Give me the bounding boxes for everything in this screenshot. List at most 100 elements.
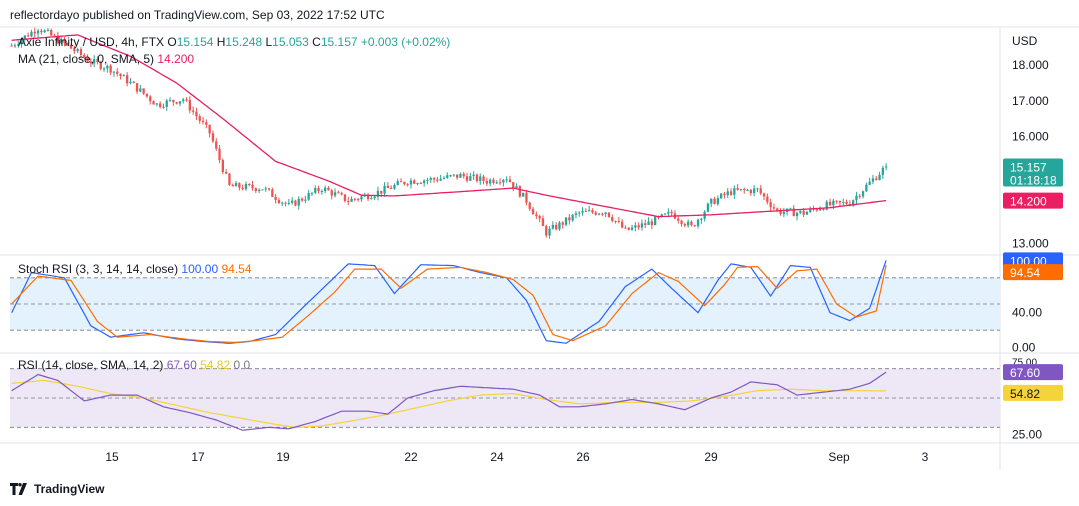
candle	[215, 138, 218, 151]
candle-body	[690, 221, 693, 226]
candle	[792, 205, 795, 217]
candle-body	[630, 227, 634, 230]
candle-body	[587, 210, 591, 212]
rsi-legend-label: RSI (14, close, SMA, 14, 2)	[18, 358, 167, 372]
candle-body	[89, 61, 93, 64]
candle-body	[716, 198, 720, 204]
candle	[162, 103, 165, 109]
candle-body	[281, 202, 284, 204]
candle	[261, 189, 264, 191]
candle	[310, 192, 314, 196]
candle-body	[571, 214, 574, 221]
rsi-ma-badge-bg	[1003, 384, 1063, 401]
candle	[422, 179, 426, 187]
candle	[234, 180, 238, 187]
candle	[726, 187, 729, 199]
candle-body	[155, 103, 159, 105]
candle-body	[818, 209, 822, 211]
candle-body	[568, 217, 571, 221]
rsi-tick: 75.00	[1012, 357, 1037, 368]
candle	[551, 221, 555, 230]
candle-body	[686, 221, 690, 226]
candle-body	[403, 182, 406, 185]
candle-body	[584, 210, 588, 212]
candle-body	[10, 45, 13, 47]
candle	[485, 177, 489, 187]
candle-body	[168, 100, 172, 102]
candle	[881, 165, 885, 179]
stoch-k-value: 100.00	[181, 262, 221, 276]
candle	[838, 200, 842, 207]
candle-body	[677, 218, 680, 221]
candle-body	[634, 225, 637, 228]
candle-body	[13, 45, 17, 47]
candle-body	[178, 101, 182, 104]
candle-body	[122, 75, 126, 77]
candle-body	[254, 188, 258, 191]
footer-brand[interactable]: TradingView	[10, 482, 104, 496]
candle-body	[320, 191, 324, 193]
candle-body	[531, 208, 535, 215]
candle-body	[373, 196, 376, 199]
candle-body	[508, 179, 512, 183]
candle	[116, 67, 119, 77]
candle-body	[432, 178, 436, 180]
candle	[307, 189, 310, 201]
candle-body	[274, 196, 277, 200]
time-tick: 19	[276, 450, 290, 464]
candle	[102, 66, 106, 72]
candle	[617, 216, 621, 224]
candle-body	[858, 195, 861, 197]
candle	[426, 177, 429, 185]
candle	[248, 183, 251, 187]
candle-body	[545, 225, 548, 236]
candle-body	[733, 188, 736, 195]
candle	[125, 72, 129, 87]
candle	[271, 187, 274, 198]
candle-body	[63, 38, 66, 44]
candle-body	[119, 73, 122, 77]
candle-body	[465, 176, 469, 181]
candle-body	[865, 184, 868, 192]
candle	[406, 183, 409, 187]
candle-body	[380, 190, 383, 194]
candle-body	[277, 199, 281, 203]
candle-body	[482, 176, 485, 181]
candle-body	[604, 212, 607, 215]
candle-body	[502, 179, 505, 183]
candle-body	[43, 30, 46, 33]
candle-body	[743, 188, 746, 191]
price-tick: 17.000	[1012, 94, 1049, 108]
candle-body	[96, 59, 99, 63]
candle	[871, 174, 875, 185]
candle	[251, 180, 254, 191]
candle-body	[330, 190, 333, 196]
candle	[591, 208, 594, 214]
candle-body	[459, 173, 462, 178]
candle	[512, 182, 515, 192]
candle	[413, 178, 416, 185]
ma-legend: MA (21, close, 0, SMA, 5) 14.200	[18, 52, 194, 66]
candle	[663, 213, 667, 215]
candle	[353, 198, 357, 202]
candle-body	[746, 189, 749, 191]
axis-unit: USD	[1012, 34, 1038, 48]
candle	[878, 171, 881, 181]
candle-body	[314, 188, 317, 193]
candle	[578, 211, 581, 217]
candle-body	[574, 213, 578, 215]
candle-body	[241, 187, 244, 190]
candle-body	[172, 100, 175, 103]
candle	[238, 182, 241, 191]
price-badge-text: 15.157	[1010, 160, 1047, 174]
candle	[294, 199, 297, 207]
candle	[594, 210, 597, 216]
candle	[680, 219, 683, 227]
time-tick: 24	[490, 450, 504, 464]
candle-body	[416, 183, 419, 185]
candle	[30, 29, 33, 38]
candle	[155, 103, 159, 107]
stoch-d-line	[11, 264, 887, 344]
change-value: +0.003 (+0.02%)	[358, 35, 451, 49]
